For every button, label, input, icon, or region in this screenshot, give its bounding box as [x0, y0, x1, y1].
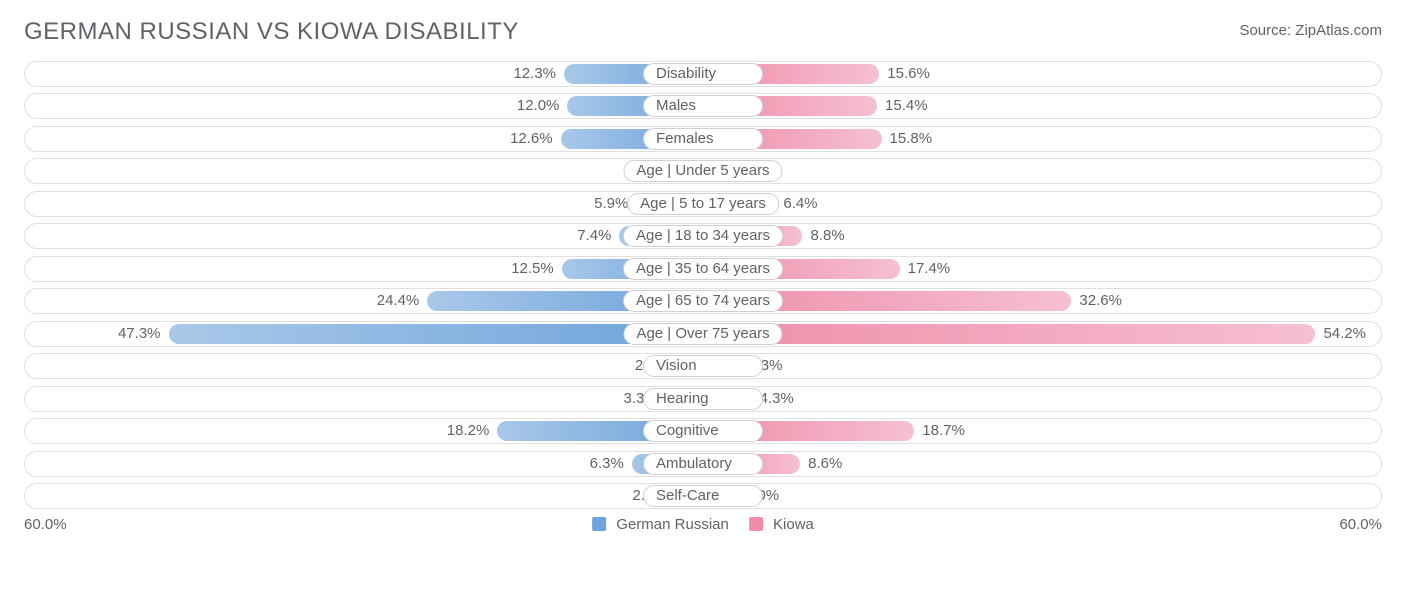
legend: German Russian Kiowa	[592, 516, 814, 533]
value-label-right: 15.8%	[890, 127, 933, 151]
legend-item-right: Kiowa	[749, 516, 814, 533]
header: GERMAN RUSSIAN VS KIOWA DISABILITY Sourc…	[0, 0, 1406, 54]
legend-swatch-right	[749, 517, 763, 531]
legend-label-right: Kiowa	[773, 516, 814, 533]
category-label: Age | Under 5 years	[623, 160, 782, 182]
value-label-left: 12.3%	[513, 62, 556, 86]
axis-max-right: 60.0%	[1339, 516, 1382, 533]
value-label-right: 54.2%	[1323, 322, 1366, 346]
legend-item-left: German Russian	[592, 516, 729, 533]
value-label-right: 8.8%	[810, 224, 844, 248]
bar-row: 24.4% 32.6% Age | 65 to 74 years	[24, 288, 1382, 314]
legend-label-left: German Russian	[616, 516, 729, 533]
value-label-left: 12.5%	[511, 257, 554, 281]
footer: 60.0% 60.0% German Russian Kiowa	[0, 516, 1406, 542]
bar-row: 2.3%3.3%Vision	[24, 353, 1382, 379]
bar-row: 6.3% 8.6% Ambulatory	[24, 451, 1382, 477]
value-label-right: 6.4%	[783, 192, 817, 216]
bar-row: 7.4% 8.8% Age | 18 to 34 years	[24, 223, 1382, 249]
value-label-right: 15.4%	[885, 94, 928, 118]
category-label: Males	[643, 95, 763, 117]
category-label: Age | 35 to 64 years	[623, 258, 783, 280]
bar-row: 1.6%1.5%Age | Under 5 years	[24, 158, 1382, 184]
value-label-left: 12.6%	[510, 127, 553, 151]
bar-right	[703, 324, 1315, 344]
bar-row: 18.2% 18.7% Cognitive	[24, 418, 1382, 444]
category-label: Cognitive	[643, 420, 763, 442]
value-label-right: 4.3%	[760, 387, 794, 411]
legend-swatch-left	[592, 517, 606, 531]
category-label: Age | 5 to 17 years	[627, 193, 779, 215]
category-label: Females	[643, 128, 763, 150]
value-label-left: 18.2%	[447, 419, 490, 443]
value-label-left: 5.9%	[594, 192, 628, 216]
bar-row: 47.3% 54.2% Age | Over 75 years	[24, 321, 1382, 347]
chart-title: GERMAN RUSSIAN VS KIOWA DISABILITY	[24, 18, 519, 46]
category-label: Age | Over 75 years	[623, 323, 782, 345]
category-label: Age | 18 to 34 years	[623, 225, 783, 247]
category-label: Self-Care	[643, 485, 763, 507]
axis-max-left: 60.0%	[24, 516, 67, 533]
value-label-right: 8.6%	[808, 452, 842, 476]
chart-container: GERMAN RUSSIAN VS KIOWA DISABILITY Sourc…	[0, 0, 1406, 612]
bar-row: 12.5% 17.4% Age | 35 to 64 years	[24, 256, 1382, 282]
value-label-left: 12.0%	[517, 94, 560, 118]
bar-row: 12.3% 15.6% Disability	[24, 61, 1382, 87]
category-label: Vision	[643, 355, 763, 377]
value-label-right: 32.6%	[1079, 289, 1122, 313]
value-label-right: 18.7%	[922, 419, 965, 443]
category-label: Disability	[643, 63, 763, 85]
value-label-right: 15.6%	[887, 62, 930, 86]
bar-row: 12.6% 15.8% Females	[24, 126, 1382, 152]
value-label-left: 47.3%	[118, 322, 161, 346]
value-label-left: 6.3%	[590, 452, 624, 476]
value-label-left: 24.4%	[377, 289, 420, 313]
bar-row: 5.9% 6.4%Age | 5 to 17 years	[24, 191, 1382, 217]
value-label-right: 17.4%	[908, 257, 951, 281]
bar-row: 3.3%4.3%Hearing	[24, 386, 1382, 412]
value-label-left: 7.4%	[577, 224, 611, 248]
category-label: Ambulatory	[643, 453, 763, 475]
category-label: Age | 65 to 74 years	[623, 290, 783, 312]
bar-row: 2.5%3.0%Self-Care	[24, 483, 1382, 509]
bar-row: 12.0% 15.4% Males	[24, 93, 1382, 119]
diverging-bar-chart: 12.3% 15.6% Disability 12.0% 15.4% Males 12.6%…	[0, 61, 1406, 510]
source-attribution: Source: ZipAtlas.com	[1239, 18, 1382, 39]
category-label: Hearing	[643, 388, 763, 410]
